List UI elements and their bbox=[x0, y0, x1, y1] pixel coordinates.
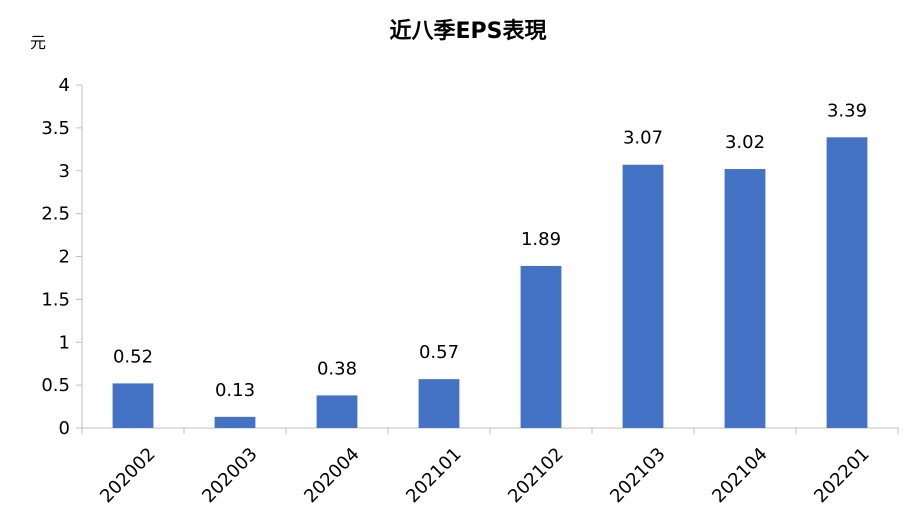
y-tick-label: 0.5 bbox=[41, 375, 70, 396]
x-tick-label: 202004 bbox=[300, 444, 363, 507]
bar bbox=[214, 416, 256, 428]
plot-area: 0 0.5 1 1.5 2 2.5 3 3.5 4 0.52 202002 0.13 202003 0.3… bbox=[41, 75, 899, 507]
x-tick-label: 202201 bbox=[810, 444, 873, 507]
y-tick-label: 3.5 bbox=[41, 118, 70, 139]
x-tick-label: 202103 bbox=[606, 444, 669, 507]
data-label: 3.02 bbox=[725, 132, 765, 153]
bar bbox=[724, 169, 766, 428]
y-tick-label: 1 bbox=[59, 332, 70, 353]
bar bbox=[622, 164, 664, 428]
x-tick-label: 202104 bbox=[708, 444, 771, 507]
bar bbox=[316, 395, 358, 428]
bar bbox=[418, 379, 460, 428]
bar bbox=[520, 265, 562, 428]
y-tick-label: 1.5 bbox=[41, 289, 70, 310]
x-tick-label: 202102 bbox=[504, 444, 567, 507]
y-tick-label: 0 bbox=[59, 418, 70, 439]
data-label: 3.39 bbox=[827, 100, 867, 121]
bar bbox=[112, 383, 154, 428]
y-tick-label: 3 bbox=[59, 161, 70, 182]
x-tick-label: 202101 bbox=[402, 444, 465, 507]
data-label: 0.13 bbox=[215, 380, 255, 401]
bar bbox=[826, 137, 868, 428]
y-tick-label: 2.5 bbox=[41, 204, 70, 225]
data-label: 0.52 bbox=[113, 346, 153, 367]
data-label: 0.57 bbox=[419, 342, 459, 363]
data-label: 3.07 bbox=[623, 128, 663, 149]
data-label: 0.38 bbox=[317, 358, 357, 379]
y-axis-unit-label: 元 bbox=[30, 33, 46, 52]
y-tick-label: 2 bbox=[59, 247, 70, 268]
x-tick-label: 202002 bbox=[96, 444, 159, 507]
data-label: 1.89 bbox=[521, 229, 561, 250]
x-tick-label: 202003 bbox=[198, 444, 261, 507]
chart-title: 近八季EPS表現 bbox=[390, 18, 547, 44]
y-tick-label: 4 bbox=[59, 75, 70, 96]
